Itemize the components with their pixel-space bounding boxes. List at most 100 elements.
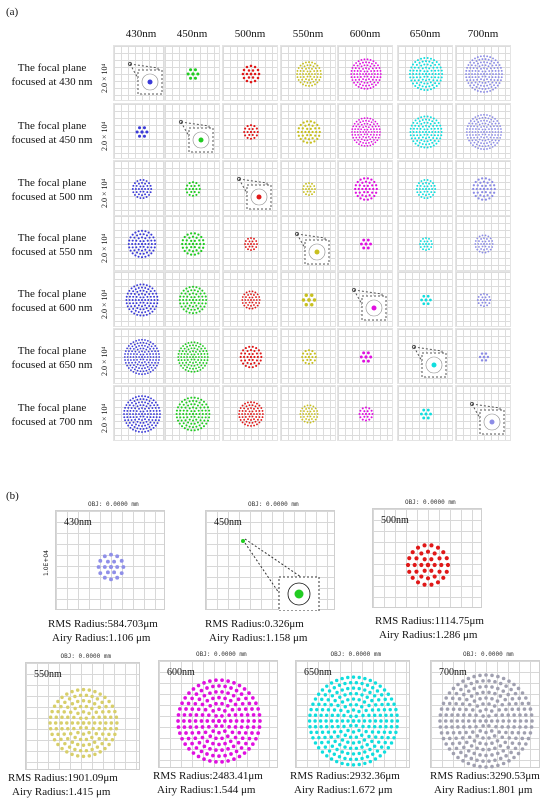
spot-dot — [247, 413, 249, 415]
spot-dot — [76, 730, 80, 735]
spot-dot — [145, 196, 148, 198]
spot-dot — [423, 63, 426, 66]
spot-dot — [109, 721, 114, 725]
spot-dot — [244, 299, 247, 301]
spot-dot — [307, 138, 311, 141]
spot-dot — [483, 85, 485, 87]
spot-dot — [375, 191, 378, 194]
spot-diagram-cell — [397, 385, 453, 441]
spot-dot — [155, 292, 158, 295]
spot-dot — [182, 713, 187, 717]
spot-dot — [309, 415, 312, 418]
spot-dot — [134, 418, 137, 421]
spot-dot — [240, 736, 245, 741]
spot-dot — [426, 416, 430, 420]
zoom-origin — [351, 287, 357, 293]
spot-dot — [377, 81, 379, 84]
spot-dot — [311, 130, 314, 134]
spot-diagram-plot: 450nm — [205, 510, 335, 611]
spot-dot — [501, 719, 506, 723]
spot-dot — [483, 237, 485, 240]
spot-dot — [476, 56, 479, 59]
spot-dot — [469, 756, 474, 761]
spot-dot — [147, 188, 150, 190]
spot-dot — [256, 731, 260, 735]
spot-dot — [374, 120, 377, 123]
spot-dot — [190, 396, 193, 399]
spot-dot — [137, 299, 140, 301]
spot-dot — [302, 70, 305, 72]
spot-dot — [185, 187, 188, 191]
airy-ring — [425, 356, 443, 374]
spot-dot — [475, 86, 478, 88]
spot-dot — [256, 423, 258, 426]
spot-dot — [301, 418, 304, 421]
spot-dot — [302, 413, 305, 415]
spot-dot — [251, 410, 254, 413]
spot-dot — [139, 314, 142, 317]
spot-dot — [410, 137, 413, 140]
spot-dot — [151, 361, 153, 364]
spot-dot — [132, 290, 135, 293]
spot-dot — [201, 302, 204, 305]
spot-dot — [419, 184, 422, 187]
spot-dot — [194, 725, 199, 729]
spot-dot — [478, 250, 481, 253]
spot-diagram-cell — [164, 271, 220, 327]
spot-dot — [140, 229, 144, 232]
spot-dot — [153, 295, 156, 298]
spot-dot — [490, 86, 493, 88]
spot-dot — [365, 755, 370, 759]
spot-dot — [489, 136, 492, 139]
spot-dot — [186, 409, 189, 412]
spot-dot — [194, 692, 199, 696]
spot-dot — [434, 82, 437, 85]
spot-dot — [186, 359, 189, 361]
spot-dot — [495, 64, 498, 67]
spot-dot — [376, 73, 379, 75]
spot-dot — [350, 69, 353, 72]
spot-dot — [203, 406, 206, 409]
spot-diagram — [307, 675, 400, 767]
spot-dot — [423, 128, 426, 131]
spot-diagram — [238, 401, 264, 427]
airy-ring — [141, 73, 159, 91]
spot-dot — [478, 245, 480, 248]
spot-dot — [305, 67, 307, 70]
spot-dot — [144, 237, 147, 240]
spot-dot — [236, 697, 241, 702]
spot-dot — [518, 713, 522, 717]
spot-dot — [134, 242, 137, 246]
spot-dot — [488, 147, 491, 150]
spot-dot — [479, 90, 482, 93]
spot-center — [191, 72, 195, 76]
spot-dot — [365, 695, 369, 699]
spot-dot — [336, 724, 340, 729]
spot-dot — [244, 416, 247, 418]
spot-dot — [437, 76, 440, 79]
spot-dot — [444, 742, 448, 746]
spot-dot — [248, 404, 251, 407]
airy-ring — [287, 582, 311, 606]
spot-dot — [475, 691, 479, 696]
spot-dot — [249, 64, 253, 68]
spot-dot — [256, 707, 260, 711]
spot-dot — [112, 559, 117, 564]
spot-dot — [494, 86, 497, 89]
spot-dot — [504, 707, 508, 712]
spot-dot — [305, 182, 307, 185]
spot-dot — [132, 302, 135, 305]
spot-dot — [66, 715, 70, 720]
spot-dot — [369, 128, 372, 131]
spot-dot — [126, 409, 129, 412]
obj-label: OBJ: 0.0000 mm — [463, 651, 514, 658]
spot-dot — [145, 307, 148, 310]
spot-dot — [81, 698, 86, 703]
spot-dot — [441, 550, 446, 555]
spot-dot — [369, 138, 372, 141]
spot-dot — [518, 725, 522, 729]
spot-dot — [373, 735, 378, 739]
spot-dot — [456, 682, 460, 687]
spot-dot — [317, 73, 319, 75]
spot-dot — [184, 305, 187, 308]
